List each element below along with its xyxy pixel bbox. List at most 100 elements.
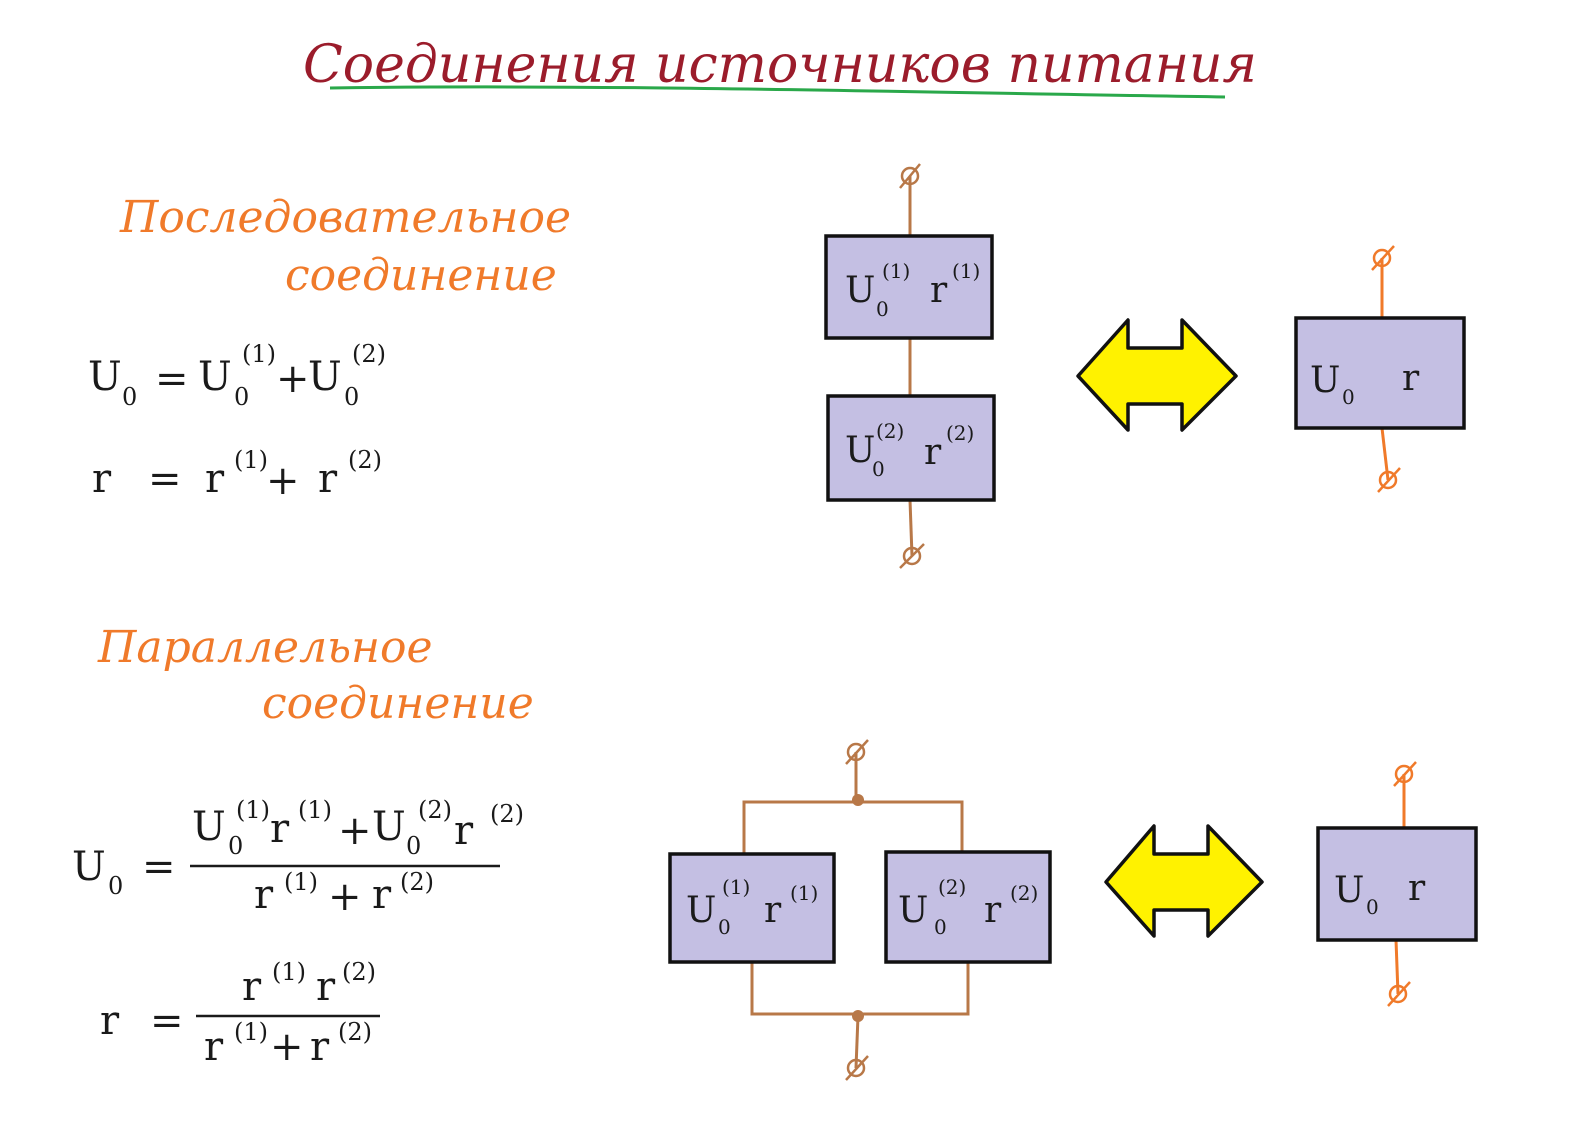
- source-voltage: U: [1310, 360, 1340, 401]
- formula-superscript: (1): [272, 958, 306, 986]
- source-box: [884, 850, 1052, 964]
- formula-symbol: r: [372, 872, 392, 918]
- series-equivalent: U 0 r: [1294, 245, 1466, 493]
- formula-symbol: U: [88, 354, 122, 400]
- source-voltage-sub: 0: [1342, 385, 1355, 409]
- source-resistance-sup: (2): [946, 421, 974, 445]
- double-arrow-icon: [1076, 318, 1238, 432]
- source-resistance: r: [764, 890, 782, 931]
- terminal-icon: [845, 1055, 869, 1081]
- source-box: [824, 234, 994, 340]
- source-resistance: r: [984, 890, 1002, 931]
- formula-symbol: U: [72, 844, 106, 890]
- source-resistance: r: [924, 432, 942, 473]
- series-section: Последовательное соединение U 0 = U 0 (1…: [88, 163, 1466, 569]
- source-voltage: U: [686, 890, 716, 931]
- formula-symbol: U: [308, 354, 342, 400]
- terminal-icon: [899, 163, 921, 189]
- formula-plus: +: [276, 356, 310, 402]
- terminal-icon: [1371, 245, 1395, 271]
- source-resistance-sup: (2): [1010, 881, 1038, 905]
- formula-symbol: r: [310, 1024, 330, 1070]
- formula-symbol: r: [205, 456, 225, 502]
- title-underline: [329, 85, 1226, 99]
- junction-dot: [852, 1010, 864, 1022]
- formula-symbol: U: [192, 804, 226, 850]
- formula-symbol: r: [242, 964, 262, 1010]
- formula-superscript: (2): [352, 340, 386, 368]
- terminal-icon: [1387, 981, 1411, 1007]
- source-box: [668, 852, 836, 964]
- source-voltage: U: [1334, 870, 1364, 911]
- terminal-icon: [899, 543, 925, 569]
- source-box: [826, 394, 996, 502]
- formula-subscript: 0: [406, 832, 421, 860]
- formula-superscript: (2): [400, 868, 434, 896]
- source-voltage: U: [898, 890, 928, 931]
- source-voltage-sub: 0: [1366, 895, 1379, 919]
- formula-symbol: r: [92, 456, 112, 502]
- formula-equals: =: [142, 844, 176, 890]
- formula-symbol: r: [254, 872, 274, 918]
- terminal-icon: [1377, 467, 1401, 493]
- source-voltage: U: [845, 430, 875, 471]
- formula-superscript: (1): [234, 1018, 268, 1046]
- parallel-heading-line2: соединение: [262, 678, 534, 729]
- formula-symbol: r: [454, 808, 474, 854]
- formula-plus: +: [266, 458, 300, 504]
- formula-subscript: 0: [228, 832, 243, 860]
- source-voltage-sub: 0: [872, 457, 885, 481]
- formula-superscript: (1): [242, 340, 276, 368]
- parallel-formula-r: r = r (1) r (2) r (1) + r (2): [100, 958, 380, 1070]
- formula-equals: =: [148, 456, 182, 502]
- source-box: [1294, 316, 1466, 430]
- formula-equals: =: [155, 356, 189, 402]
- parallel-formula-u: U 0 = U 0 (1) r (1) + U 0 (2) r (2) r (1…: [72, 796, 524, 920]
- formula-plus: +: [270, 1024, 304, 1070]
- formula-symbol: r: [270, 806, 290, 852]
- parallel-source-1: U 0 (1) r (1): [668, 852, 836, 964]
- terminal-icon: [845, 739, 869, 765]
- formula-subscript: 0: [344, 383, 359, 411]
- series-heading-line2: соединение: [285, 250, 557, 301]
- formula-superscript: (2): [490, 800, 524, 828]
- source-voltage-sup: (2): [876, 419, 904, 443]
- series-heading-line1: Последовательное: [119, 192, 571, 243]
- source-voltage-sub: 0: [934, 915, 947, 939]
- formula-symbol: r: [204, 1024, 224, 1070]
- series-source-2: U 0 (2) r (2): [826, 394, 996, 502]
- wire: [750, 962, 970, 1016]
- series-source-1: U 0 (1) r (1): [824, 234, 994, 340]
- formula-subscript: 0: [234, 383, 249, 411]
- double-arrow-icon: [1104, 824, 1264, 938]
- source-resistance-sup: (1): [790, 881, 818, 905]
- page-title: Соединения источников питания: [303, 35, 1257, 95]
- formula-superscript: (1): [234, 446, 268, 474]
- formula-superscript: (2): [342, 958, 376, 986]
- formula-symbol: U: [372, 804, 406, 850]
- parallel-source-2: U 0 (2) r (2): [884, 850, 1052, 964]
- source-voltage-sup: (2): [938, 875, 966, 899]
- parallel-section: Параллельное соединение U 0 = U 0 (1) r …: [72, 622, 1478, 1081]
- junction-dot: [852, 794, 864, 806]
- formula-plus: +: [338, 808, 372, 854]
- formula-symbol: r: [100, 998, 120, 1044]
- source-voltage-sup: (1): [882, 259, 910, 283]
- formula-subscript: 0: [108, 872, 123, 900]
- series-formula-r: r = r (1) + r (2): [92, 446, 382, 504]
- formula-superscript: (1): [236, 796, 270, 824]
- source-voltage-sub: 0: [876, 297, 889, 321]
- formula-symbol: r: [318, 456, 338, 502]
- source-resistance: r: [930, 270, 948, 311]
- source-voltage-sub: 0: [718, 915, 731, 939]
- formula-superscript: (1): [298, 796, 332, 824]
- series-formula-u: U 0 = U 0 (1) + U 0 (2): [88, 340, 386, 411]
- formula-equals: =: [150, 998, 184, 1044]
- formula-superscript: (2): [348, 446, 382, 474]
- parallel-equivalent: U 0 r: [1316, 761, 1478, 1007]
- source-resistance-sup: (1): [952, 259, 980, 283]
- source-voltage-sup: (1): [722, 875, 750, 899]
- source-voltage: U: [845, 270, 875, 311]
- formula-symbol: r: [316, 964, 336, 1010]
